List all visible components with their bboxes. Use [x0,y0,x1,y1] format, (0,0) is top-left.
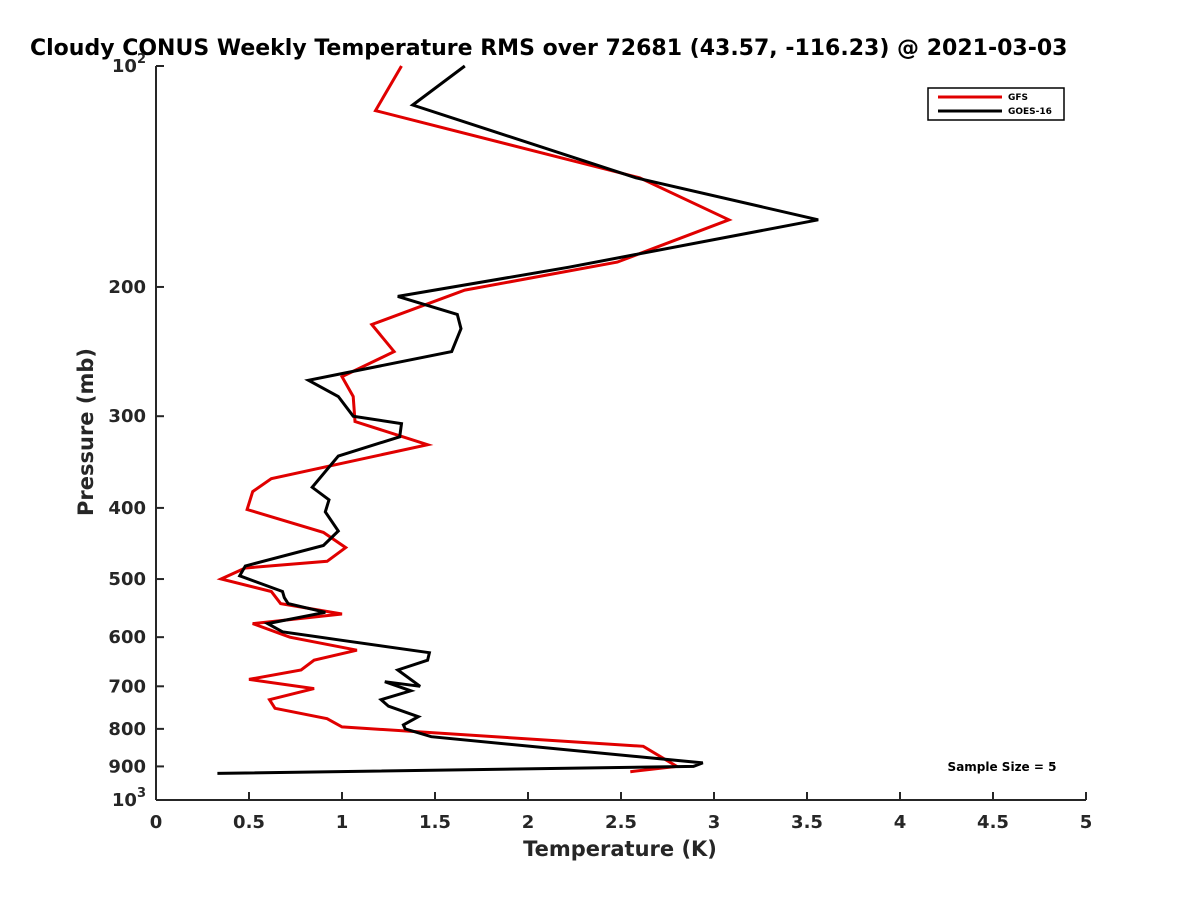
y-tick-label: 700 [108,676,146,697]
series-line-goes-16 [217,64,819,775]
y-tick-label: 103 [112,786,146,811]
y-tick-label: 600 [108,627,146,648]
x-tick-label: 5 [1080,812,1093,833]
sample-size-annotation: Sample Size = 5 [948,760,1057,774]
y-tick-label: 300 [108,406,146,427]
x-tick-label: 1.5 [419,812,451,833]
x-tick-label: 4 [894,812,907,833]
y-tick-label: 800 [108,719,146,740]
y-tick-label: 500 [108,569,146,590]
x-tick-label: 1 [336,812,349,833]
plot-area [216,64,819,775]
y-axis-ticks: 102 200 300 400 500 600 700 800 900 103 [108,52,164,811]
legend-label: GFS [1008,93,1028,103]
x-axis-label: Temperature (K) [523,837,717,861]
x-axis-ticks: 0 0.5 1 1.5 2 2.5 3 3.5 4 4.5 5 [150,792,1093,833]
x-tick-label: 3 [708,812,721,833]
y-tick-label: 900 [108,756,146,777]
y-tick-label: 400 [108,498,146,519]
y-tick-label: 200 [108,277,146,298]
x-tick-label: 0.5 [233,812,265,833]
x-tick-label: 4.5 [977,812,1009,833]
y-tick-label: 102 [112,52,146,77]
x-tick-label: 0 [150,812,163,833]
x-tick-label: 2 [522,812,535,833]
y-axis-label: Pressure (mb) [74,348,98,516]
x-tick-label: 3.5 [791,812,823,833]
x-tick-label: 2.5 [605,812,637,833]
chart-title: Cloudy CONUS Weekly Temperature RMS over… [30,36,1067,61]
legend-label: GOES-16 [1008,107,1052,117]
legend: GFS GOES-16 [927,87,1065,121]
legend-box [927,87,1065,121]
